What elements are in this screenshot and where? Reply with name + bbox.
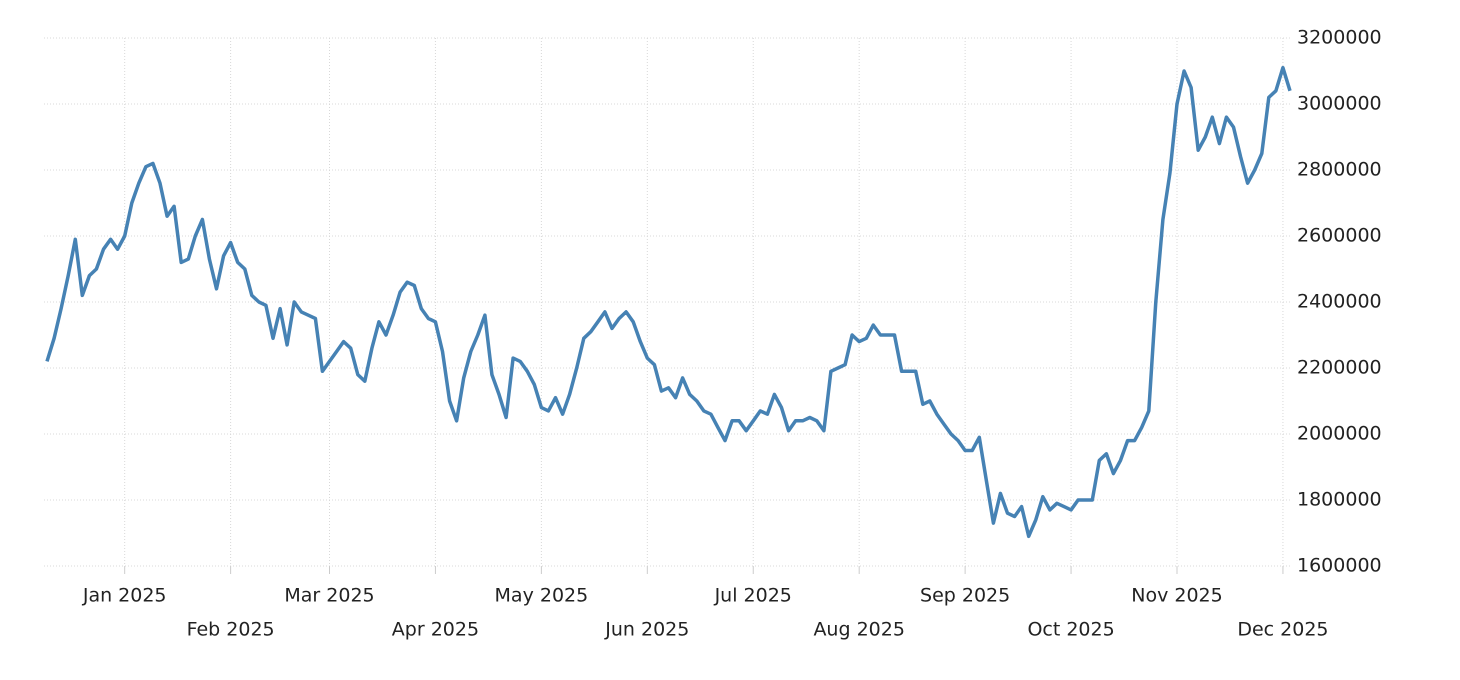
- y-tick-label: 2200000: [1297, 357, 1382, 379]
- x-tick-label: May 2025: [495, 585, 589, 607]
- y-tick-label: 2800000: [1297, 159, 1382, 181]
- x-tick-label: Mar 2025: [284, 585, 374, 607]
- x-tick-label: Jun 2025: [604, 619, 689, 641]
- x-tick-label: Aug 2025: [813, 619, 905, 641]
- x-tick-label: Feb 2025: [187, 619, 275, 641]
- y-tick-label: 1800000: [1297, 489, 1382, 511]
- y-tick-label: 2400000: [1297, 291, 1382, 313]
- y-tick-label: 2000000: [1297, 423, 1382, 445]
- x-tick-label: Nov 2025: [1131, 585, 1222, 607]
- x-tick-label: Apr 2025: [392, 619, 479, 641]
- x-tick-label: Sep 2025: [920, 585, 1010, 607]
- y-tick-label: 2600000: [1297, 225, 1382, 247]
- x-tick-label: Jul 2025: [714, 585, 792, 607]
- y-tick-label: 3000000: [1297, 93, 1382, 115]
- y-tick-label: 1600000: [1297, 555, 1382, 577]
- line: [45, 65, 1292, 539]
- y-tick-label: 3200000: [1297, 27, 1382, 49]
- x-tick-label: Oct 2025: [1027, 619, 1114, 641]
- x-tick-label: Dec 2025: [1237, 619, 1328, 641]
- x-tick-label: Jan 2025: [82, 585, 167, 607]
